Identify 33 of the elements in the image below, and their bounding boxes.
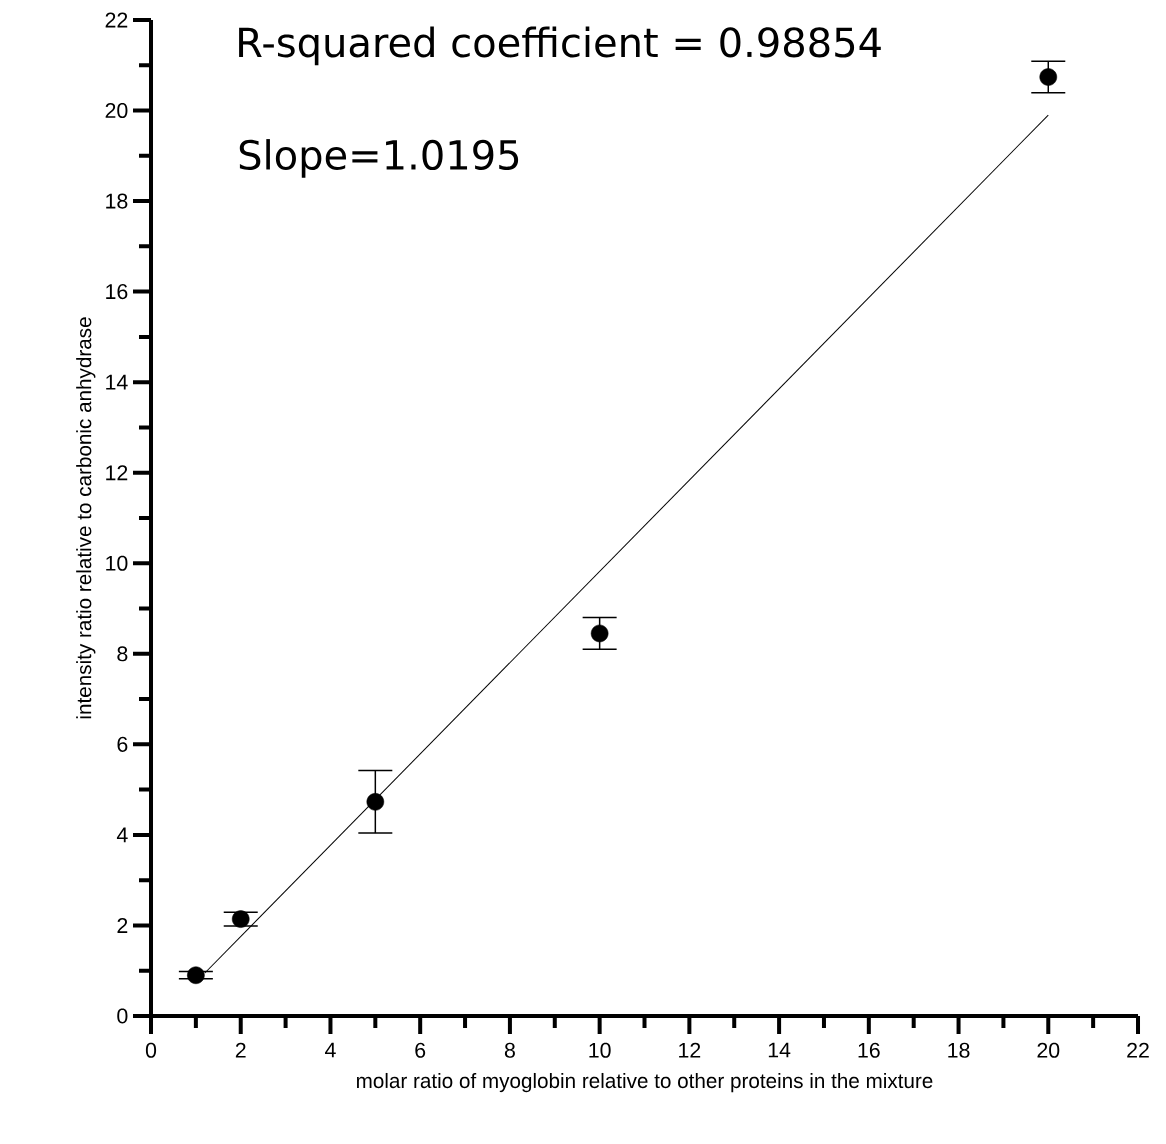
y-tick-label: 16: [106, 284, 128, 300]
y-axis-title: intensity ratio relative to carbonic anhydrase: [76, 317, 96, 719]
annotation: Slope=1.0195: [239, 139, 519, 178]
x-tick-label: 2: [235, 1042, 246, 1058]
point: [1039, 68, 1058, 86]
x-axis-title: molar ratio of myoglobin relative to other proteins in the mixture: [356, 1072, 933, 1093]
x-tick-label: 16: [858, 1042, 880, 1058]
y-tick-label: 10: [106, 555, 128, 571]
point: [590, 624, 609, 643]
y-tick-label: 8: [117, 646, 128, 662]
y-tick-label: 14: [106, 374, 128, 390]
x-tick-label: 14: [768, 1042, 791, 1058]
x-tick-label: 0: [145, 1042, 157, 1058]
y-tick-label: 12: [106, 465, 128, 481]
y-tick-label: 4: [116, 827, 128, 843]
x-tick-label: 4: [325, 1042, 336, 1058]
point: [187, 966, 205, 985]
x-tick-label: 8: [504, 1042, 515, 1058]
annotation: R-squared coefficient = 0.98854: [239, 26, 881, 66]
y-tick-label: 18: [106, 193, 128, 209]
point: [366, 793, 385, 811]
y-tick-label: 2: [117, 918, 128, 933]
point: [231, 910, 250, 928]
x-tick-label: 12: [679, 1042, 701, 1058]
y-tick-label: 6: [117, 736, 128, 752]
x-tick-label: 20: [1037, 1042, 1060, 1058]
x-tick-label: 18: [948, 1042, 970, 1058]
y-tick-label: 20: [105, 102, 128, 119]
x-tick-label: 10: [589, 1042, 611, 1058]
y-tick-label: 22: [105, 12, 128, 28]
x-tick-label: 22: [1127, 1042, 1149, 1058]
x-tick-label: 6: [415, 1042, 426, 1058]
y-tick-label: 0: [117, 1008, 128, 1024]
